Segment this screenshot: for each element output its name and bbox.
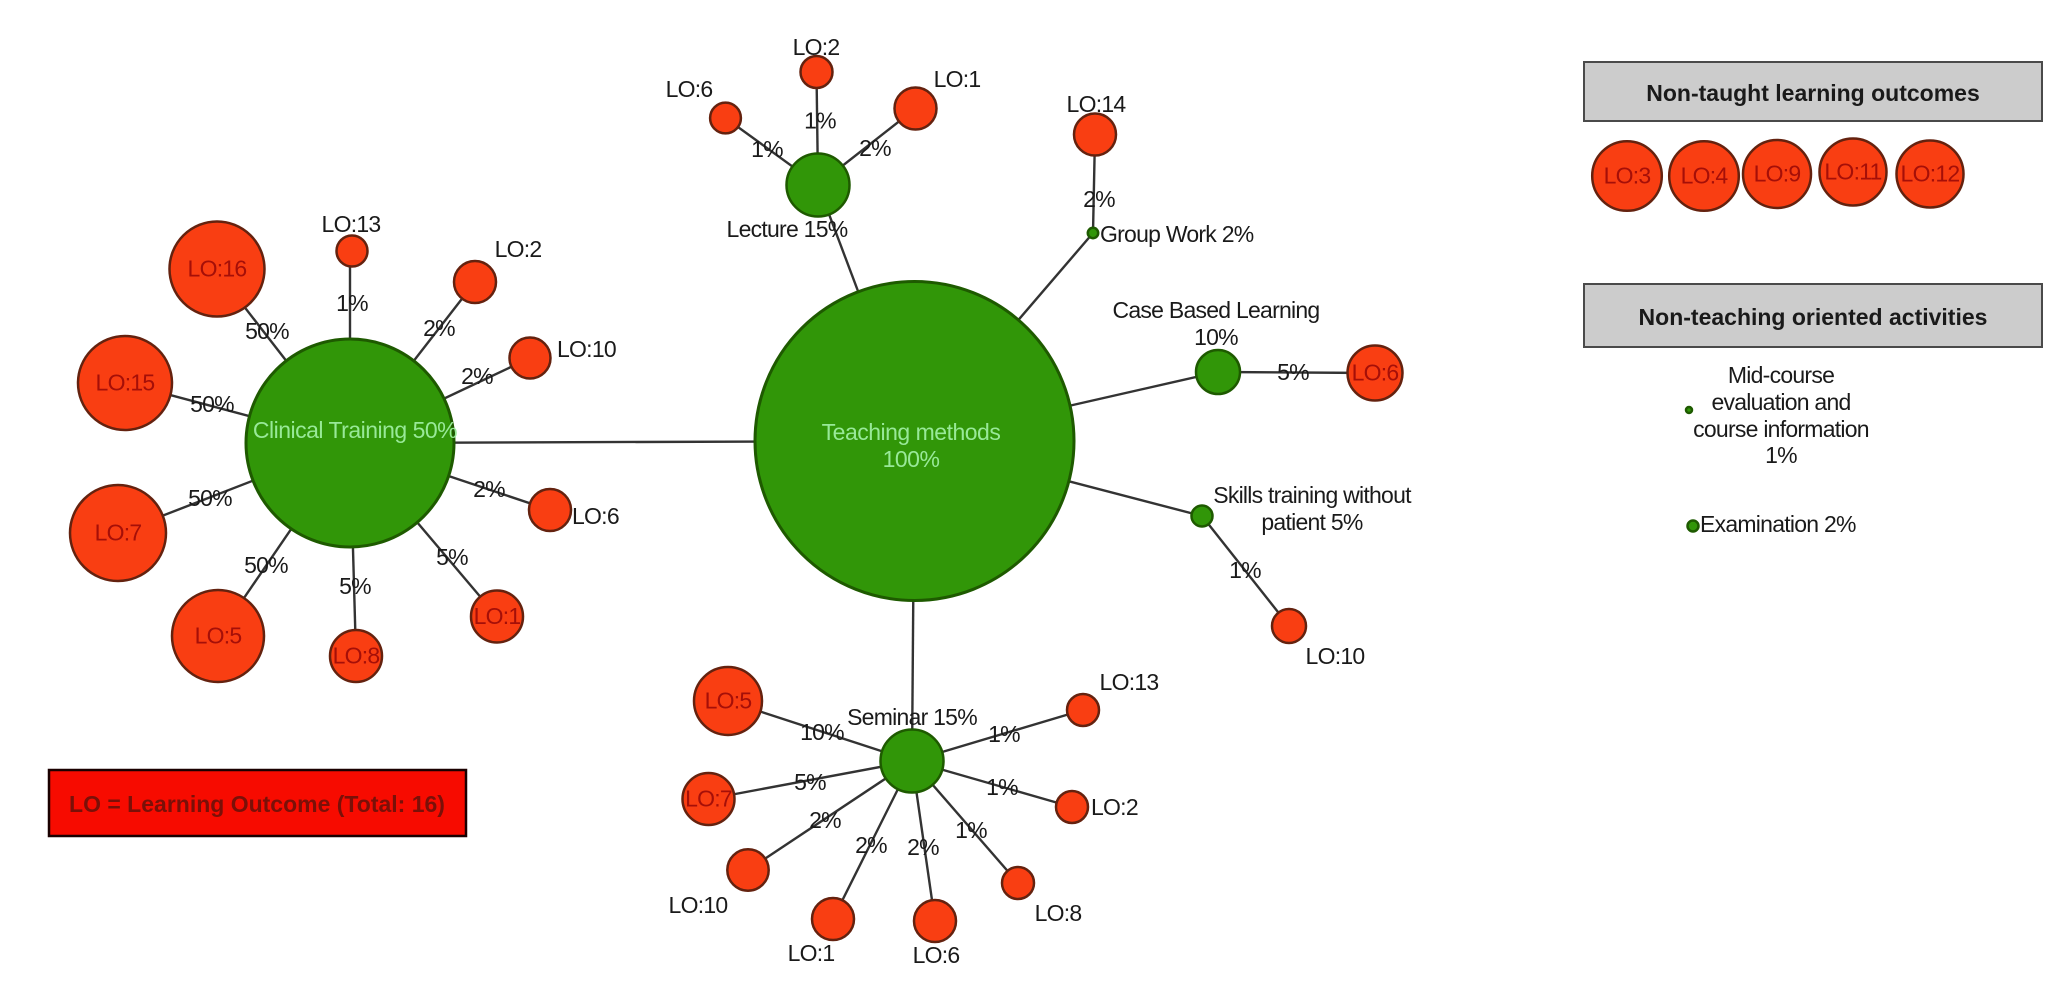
svg-text:2%: 2% [809,807,841,833]
svg-text:LO:1: LO:1 [474,603,521,629]
svg-text:patient 5%: patient 5% [1261,509,1362,535]
svg-text:LO:6: LO:6 [666,76,713,102]
svg-text:10%: 10% [1194,324,1238,350]
svg-text:Lecture 15%: Lecture 15% [727,216,848,242]
svg-text:5%: 5% [339,573,371,599]
svg-text:LO:2: LO:2 [1091,794,1138,820]
svg-text:2%: 2% [907,834,939,860]
svg-text:LO:6: LO:6 [913,942,960,968]
svg-text:Clinical Training 50%: Clinical Training 50% [253,417,457,443]
svg-text:1%: 1% [336,290,368,316]
svg-text:LO:6: LO:6 [572,503,619,529]
svg-text:Non-taught learning outcomes: Non-taught learning outcomes [1646,80,1980,106]
svg-text:1%: 1% [1229,557,1261,583]
svg-text:2%: 2% [473,476,505,502]
svg-text:50%: 50% [244,552,288,578]
svg-text:LO:12: LO:12 [1901,161,1960,187]
svg-text:2%: 2% [1083,186,1115,212]
svg-text:2%: 2% [461,363,493,389]
svg-text:5%: 5% [794,769,826,795]
svg-text:LO:13: LO:13 [322,211,381,237]
svg-text:1%: 1% [751,136,783,162]
svg-text:2%: 2% [423,315,455,341]
svg-text:100%: 100% [883,446,940,472]
svg-text:LO:16: LO:16 [188,256,247,282]
svg-text:Examination 2%: Examination 2% [1700,511,1856,537]
svg-text:LO:7: LO:7 [95,520,142,546]
svg-text:LO:10: LO:10 [1306,643,1365,669]
svg-text:LO:11: LO:11 [1824,159,1881,185]
svg-text:LO:1: LO:1 [788,940,835,966]
svg-text:1%: 1% [804,108,836,134]
svg-text:Skills training without: Skills training without [1213,482,1412,508]
svg-text:5%: 5% [1277,359,1309,385]
svg-text:LO:2: LO:2 [793,34,840,60]
svg-text:Mid-course: Mid-course [1728,362,1834,388]
svg-text:LO:1: LO:1 [934,66,981,92]
svg-text:LO:9: LO:9 [1754,161,1801,187]
svg-text:LO:8: LO:8 [333,643,380,669]
svg-text:Case Based Learning: Case Based Learning [1113,297,1320,323]
svg-text:1%: 1% [955,817,987,843]
svg-text:Group Work 2%: Group Work 2% [1100,221,1254,247]
svg-text:evaluation and: evaluation and [1711,389,1850,415]
svg-text:50%: 50% [190,391,234,417]
svg-text:1%: 1% [1765,442,1797,468]
svg-text:LO:14: LO:14 [1067,91,1127,117]
svg-text:LO:13: LO:13 [1100,669,1159,695]
svg-text:LO:8: LO:8 [1035,900,1082,926]
svg-text:Non-teaching oriented activiti: Non-teaching oriented activities [1639,304,1988,330]
svg-text:2%: 2% [859,135,891,161]
svg-text:LO:2: LO:2 [495,236,542,262]
svg-text:1%: 1% [988,721,1020,747]
svg-text:LO:7: LO:7 [685,786,732,812]
svg-text:LO:10: LO:10 [557,336,616,362]
svg-text:10%: 10% [800,719,844,745]
svg-text:LO:5: LO:5 [195,623,242,649]
svg-text:LO:15: LO:15 [96,370,155,396]
svg-text:course information: course information [1693,416,1869,442]
svg-text:LO:5: LO:5 [705,688,752,714]
svg-text:2%: 2% [855,832,887,858]
svg-text:50%: 50% [188,485,232,511]
svg-text:LO = Learning Outcome (Total:: LO = Learning Outcome (Total: 16) [69,791,445,817]
svg-text:LO:3: LO:3 [1604,163,1651,189]
svg-text:5%: 5% [436,544,468,570]
svg-text:LO:6: LO:6 [1352,360,1399,386]
svg-text:Teaching methods: Teaching methods [822,419,1001,445]
svg-text:Seminar 15%: Seminar 15% [847,704,977,730]
svg-text:LO:10: LO:10 [669,892,728,918]
svg-text:LO:4: LO:4 [1681,163,1729,189]
svg-text:50%: 50% [245,318,289,344]
svg-text:1%: 1% [986,774,1018,800]
